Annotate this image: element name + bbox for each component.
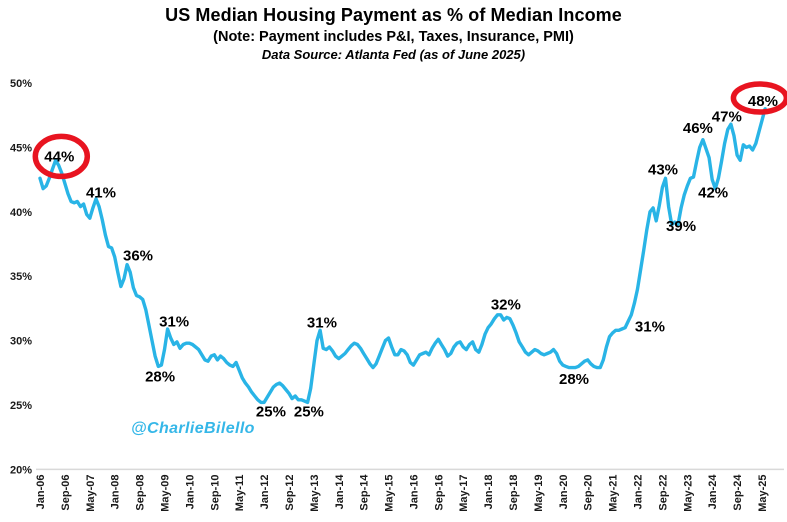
x-tick-label: Sep-24	[732, 474, 744, 511]
x-tick-label: May-13	[309, 475, 321, 512]
x-tick-label: Jan-20	[558, 475, 570, 510]
x-tick-label: May-19	[533, 475, 545, 512]
x-tick-label: Sep-10	[209, 475, 221, 511]
x-tick-label: Jan-24	[707, 474, 719, 510]
annotation-label: 25%	[294, 403, 324, 420]
chart-title: US Median Housing Payment as % of Median…	[165, 5, 622, 25]
annotation-circle	[730, 81, 787, 115]
annotation-label: 25%	[256, 403, 286, 420]
chart-header: US Median Housing Payment as % of Median…	[0, 5, 787, 62]
y-tick-label: 25%	[10, 400, 32, 412]
x-tick-label: Sep-14	[359, 474, 371, 511]
annotation-label: 43%	[648, 161, 678, 178]
annotation-label: 31%	[307, 315, 337, 332]
y-tick-label: 45%	[10, 142, 32, 154]
annotation-label: 31%	[635, 318, 665, 335]
x-tick-label: May-17	[458, 475, 470, 512]
x-tick-label: Jan-14	[334, 474, 346, 510]
x-tick-label: Jan-18	[483, 475, 495, 510]
annotation-label: 46%	[683, 120, 713, 137]
annotation-label: 47%	[712, 108, 742, 125]
annotation-label: 39%	[666, 218, 696, 235]
annotation-label: 32%	[491, 297, 521, 314]
x-tick-label: Sep-06	[60, 475, 72, 511]
annotation-label: 28%	[145, 369, 175, 386]
annotation-label: 42%	[698, 184, 728, 201]
x-tick-label: May-25	[757, 475, 769, 512]
x-tick-label: Jan-22	[633, 475, 645, 510]
watermark: @CharlieBilello	[131, 420, 255, 437]
y-tick-label: 20%	[10, 464, 32, 476]
annotation-label: 41%	[86, 184, 116, 201]
x-tick-label: May-15	[384, 475, 396, 512]
x-tick-label: Jan-08	[110, 475, 122, 510]
x-tick-label: Jan-12	[259, 475, 271, 510]
annotation-label: 44%	[44, 148, 74, 165]
annotation-label: 48%	[748, 93, 778, 110]
x-tick-label: Jan-10	[184, 475, 196, 510]
x-tick-label: Sep-18	[508, 475, 520, 511]
x-tick-label: Jan-06	[35, 475, 47, 510]
x-tick-label: May-11	[234, 475, 246, 512]
annotation-circle	[32, 133, 91, 180]
x-tick-label: Jan-16	[408, 475, 420, 510]
x-tick-label: May-21	[608, 475, 620, 512]
x-tick-label: Sep-20	[583, 475, 595, 511]
chart-subtitle: (Note: Payment includes P&I, Taxes, Insu…	[213, 29, 574, 45]
x-tick-label: Sep-12	[284, 475, 296, 511]
y-tick-label: 35%	[10, 271, 32, 283]
chart-source-note: Data Source: Atlanta Fed (as of June 202…	[261, 47, 526, 62]
x-tick-label: May-23	[682, 475, 694, 512]
x-tick-label: Sep-22	[657, 475, 669, 511]
annotation-label: 28%	[559, 371, 589, 388]
y-tick-label: 30%	[10, 336, 32, 348]
annotation-label: 36%	[123, 248, 153, 265]
annotation-label: 31%	[159, 313, 189, 330]
x-tick-label: May-07	[85, 475, 97, 512]
y-tick-label: 50%	[10, 78, 32, 90]
y-tick-label: 40%	[10, 207, 32, 219]
x-tick-label: May-09	[159, 475, 171, 512]
series-line	[38, 107, 767, 405]
x-tick-label: Sep-08	[135, 475, 147, 511]
x-tick-label: Sep-16	[433, 475, 445, 511]
